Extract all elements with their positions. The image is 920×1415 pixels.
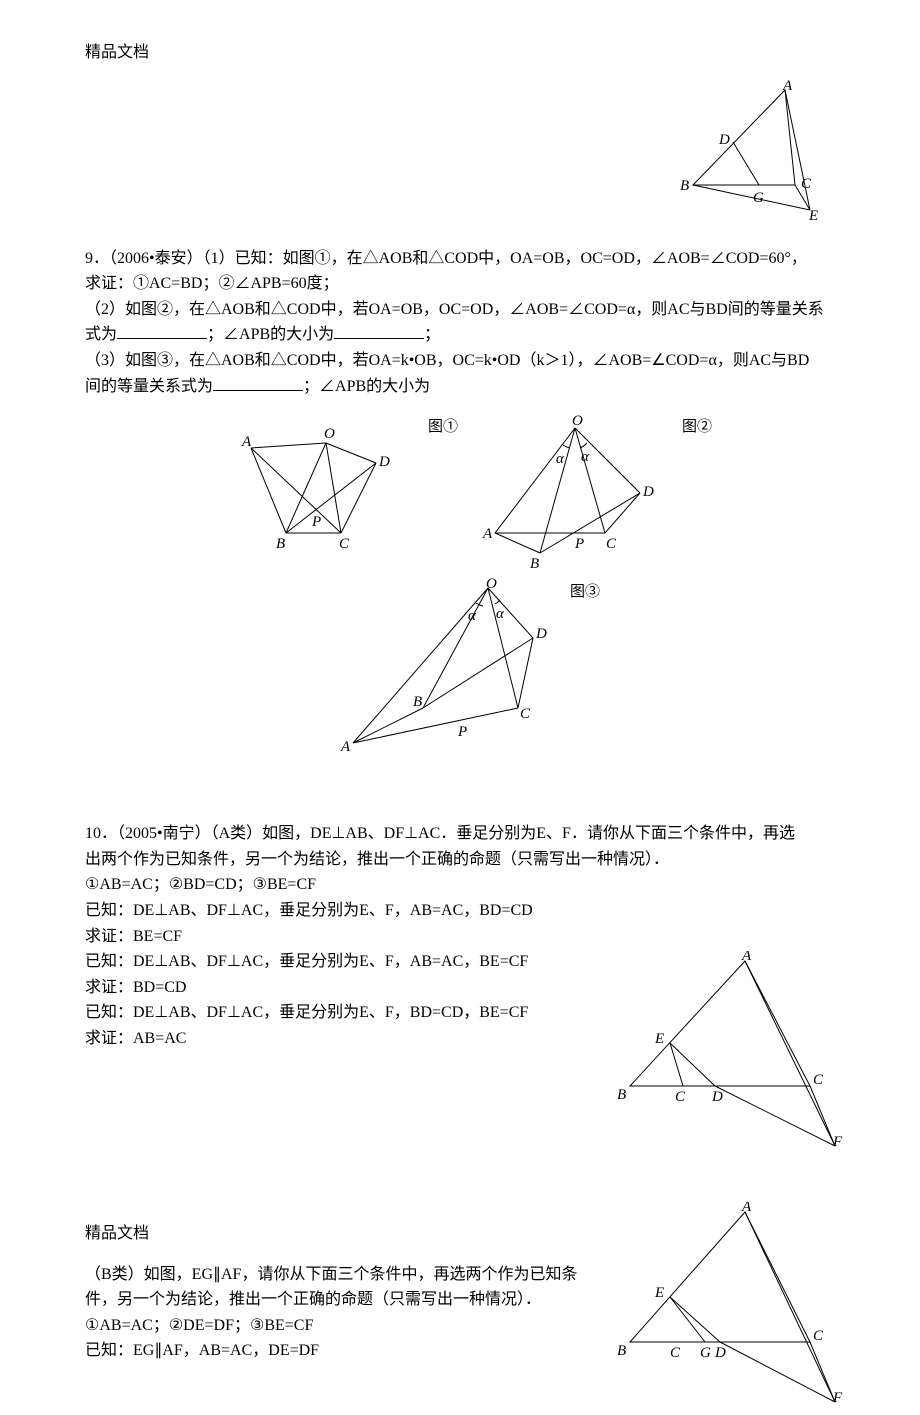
q9-l4c: ；∠APB的大小为	[303, 378, 430, 395]
f2-a2: α	[581, 449, 590, 465]
lbl-D: D	[718, 132, 730, 148]
f3-a2: α	[496, 606, 505, 622]
blank-2	[334, 323, 424, 339]
question-10: 10．（2005•南宁）（A类）如图，DE⊥AB、DF⊥AC．垂足分别为E、F．…	[85, 821, 835, 1051]
svg-fig2: O A B C D P α α	[480, 413, 660, 578]
qB-l4: 已知：EG∥AF，AB=AC，DE=DF	[85, 1338, 600, 1364]
q9-line2: 求证：①AC=BD；②∠APB=60度；	[85, 271, 835, 297]
f3-P: P	[457, 724, 467, 740]
f1-P: P	[311, 514, 321, 530]
f3-A: A	[340, 739, 351, 755]
q9-l4b: 间的等量关系式为	[85, 378, 213, 395]
lbl-G: G	[753, 190, 764, 206]
f2-O: O	[572, 413, 583, 429]
q9-l3d: ；	[424, 326, 440, 343]
page-footer: 精品文档	[85, 1221, 149, 1247]
q10-l2: 出两个作为已知条件，另一个为结论，推出一个正确的命题（只需写出一种情况）．	[85, 847, 835, 873]
q10-l5: 求证：BE=CF	[85, 924, 835, 950]
svg-fig-top: A B C D E G	[675, 80, 825, 225]
f1-B: B	[276, 536, 285, 552]
blank-1	[117, 323, 207, 339]
q9-line3: （2）如图②，在△AOB和△COD中，若OA=OB，OC=OD，∠AOB=∠CO…	[85, 297, 835, 323]
fB-G: G	[700, 1345, 711, 1361]
q9-l3b: 式为	[85, 326, 117, 343]
fB-B: B	[617, 1343, 626, 1359]
q10-l4: 已知：DE⊥AB、DF⊥AC，垂足分别为E、F，AB=AC，BD=CD	[85, 898, 835, 924]
f3-B: B	[413, 694, 422, 710]
q9-line1: 9．（2006•泰安）（1）已知：如图①，在△AOB和△COD中，OA=OB，O…	[85, 246, 835, 272]
f2-D: D	[642, 484, 654, 500]
f1-D: D	[378, 454, 390, 470]
f3-C: C	[520, 706, 531, 722]
cap2: 图②	[682, 415, 712, 439]
q9-l4a: （3）如图③，在△AOB和△COD中，若OA=k•OB，OC=k•OD（k＞1）…	[85, 352, 809, 369]
f2-B: B	[530, 556, 539, 572]
f3-D: D	[535, 626, 547, 642]
fB-A: A	[741, 1202, 752, 1215]
fB-E: E	[654, 1285, 664, 1301]
fB-C: C	[670, 1345, 681, 1361]
fB-D: D	[714, 1345, 726, 1361]
f2-C: C	[606, 536, 617, 552]
fB-C2: C	[813, 1328, 824, 1344]
cap3: 图③	[570, 580, 600, 604]
f2-P: P	[574, 536, 584, 552]
figure-qB: A B C D C E F G	[615, 1202, 845, 1415]
f2-a1: α	[556, 451, 565, 467]
lbl-C: C	[801, 176, 812, 192]
page-header: 精品文档	[85, 40, 835, 66]
figure-q10: A B C D C E F	[615, 951, 845, 1160]
svg-figB: A B C D C E F G	[615, 1202, 845, 1407]
question-B: （B类）如图，EG∥AF，请你从下面三个条件中，再选两个作为已知条 件，另一个为…	[85, 1262, 835, 1364]
f1-A: A	[241, 434, 252, 450]
svg-fig3: O A B C D P α α	[338, 578, 548, 763]
q9-line3b: 式为 ；∠APB的大小为 ；	[85, 322, 835, 348]
q10-l3: ①AB=AC；②BD=CD；③BE=CF	[85, 872, 835, 898]
q9-l3c: ；∠APB的大小为	[207, 326, 334, 343]
f10-C2: C	[813, 1072, 824, 1088]
f1-C: C	[339, 536, 350, 552]
f10-A: A	[741, 951, 752, 964]
q10-l1: 10．（2005•南宁）（A类）如图，DE⊥AB、DF⊥AC．垂足分别为E、F．…	[85, 821, 835, 847]
svg-fig1: A O D B C P	[226, 413, 406, 558]
qB-l2: 件，另一个为结论，推出一个正确的命题（只需写出一种情况）．	[85, 1287, 600, 1313]
svg-fig10: A B C D C E F	[615, 951, 845, 1151]
q9-figure-row: A O D B C P 图① O A B C D P	[85, 413, 835, 763]
q9-line4: （3）如图③，在△AOB和△COD中，若OA=k•OB，OC=k•OD（k＞1）…	[85, 348, 835, 374]
f3-a1: α	[468, 608, 477, 624]
lbl-E: E	[808, 208, 818, 224]
fB-F: F	[832, 1390, 843, 1406]
lbl-A: A	[782, 80, 793, 94]
blank-3	[213, 375, 303, 391]
f1-O: O	[324, 426, 335, 442]
f10-B: B	[617, 1087, 626, 1103]
f3-O: O	[486, 578, 497, 592]
f10-F: F	[832, 1134, 843, 1150]
figure-top-triangle: A B C D E G	[675, 80, 825, 234]
qB-l3: ①AB=AC；②DE=DF；③BE=CF	[85, 1313, 600, 1339]
lbl-B: B	[680, 178, 689, 194]
q9-l3a: （2）如图②，在△AOB和△COD中，若OA=OB，OC=OD，∠AOB=∠CO…	[85, 301, 824, 318]
qB-l1: （B类）如图，EG∥AF，请你从下面三个条件中，再选两个作为已知条	[85, 1262, 600, 1288]
q9-line4b: 间的等量关系式为 ；∠APB的大小为	[85, 374, 835, 400]
f2-A: A	[482, 526, 493, 542]
cap1: 图①	[428, 415, 458, 439]
question-9: 9．（2006•泰安）（1）已知：如图①，在△AOB和△COD中，OA=OB，O…	[85, 246, 835, 400]
f10-C: C	[675, 1089, 686, 1105]
f10-D: D	[711, 1089, 723, 1105]
f10-E: E	[654, 1031, 664, 1047]
